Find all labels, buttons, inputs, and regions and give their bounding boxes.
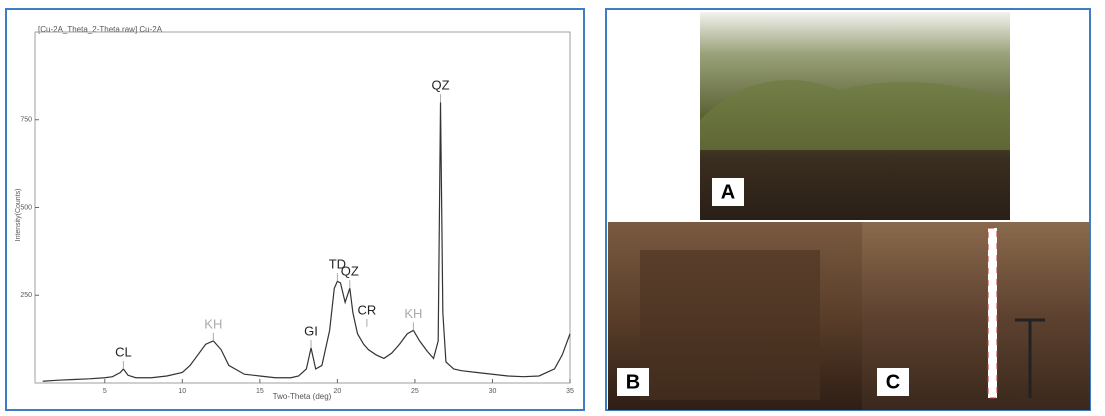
peak-label: TD [329,257,346,272]
peak-label: GI [304,323,318,338]
x-tick-label: 20 [333,388,341,395]
x-tick-label: 5 [103,388,107,395]
peak-label: QZ [341,264,359,279]
measuring-tape [987,227,998,399]
y-tick-label: 500 [20,204,32,211]
label-box [712,178,744,206]
chart-panel [5,8,585,411]
peak-label: QZ [431,78,449,93]
x-tick-label: 25 [411,388,419,395]
x-tick-label: 35 [566,388,574,395]
panel-label: A [721,181,735,203]
label-box [617,368,649,396]
y-tick-label: 250 [20,292,32,299]
panel-label: B [626,371,640,393]
peak-label: CL [115,344,132,359]
chart-title: [Cu-2A_Theta_2-Theta.raw] Cu-2A [38,25,163,34]
panel-label: C [886,371,900,393]
x-tick-label: 15 [256,388,264,395]
y-tick-label: 750 [20,117,32,124]
x-tick-label: 10 [178,388,186,395]
peak-label: KH [404,306,422,321]
peak-label: KH [204,316,222,331]
x-tick-label: 30 [489,388,497,395]
pit [640,250,820,400]
peak-label: CR [357,302,376,317]
vegetation [700,80,1010,150]
y-axis-label: Intensity(Counts) [15,189,22,242]
label-box [877,368,909,396]
x-axis-label: Two-Theta (deg) [273,392,332,401]
